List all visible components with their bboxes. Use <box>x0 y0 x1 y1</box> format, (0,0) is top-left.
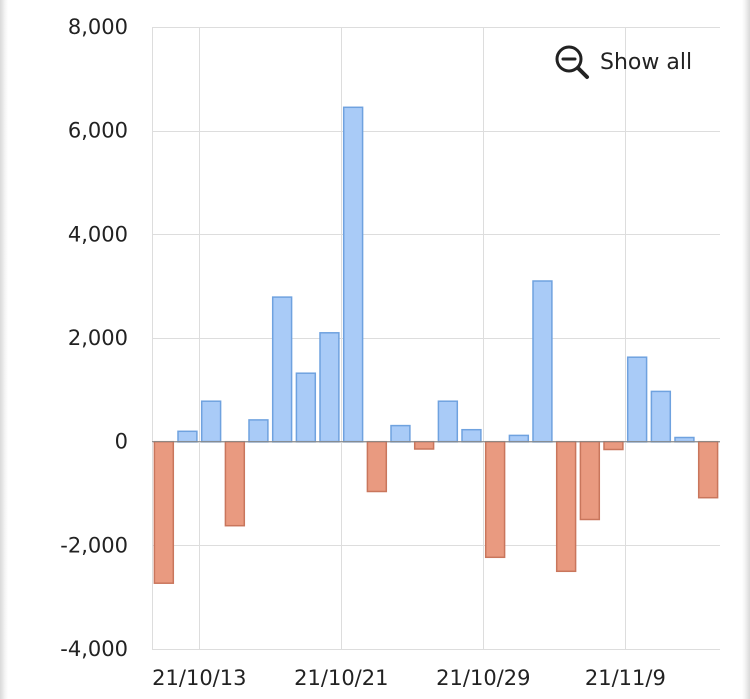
y-axis-tick-labels: -4,000 -2,000 0 2,000 4,000 6,000 8,000 <box>60 15 128 661</box>
show-all-label: Show all <box>600 49 693 75</box>
bar-7[interactable] <box>319 332 340 443</box>
bar-12[interactable] <box>437 400 459 443</box>
show-all-button[interactable]: Show all <box>554 44 692 80</box>
bar-22[interactable] <box>674 436 695 443</box>
bar-3[interactable] <box>224 440 246 527</box>
y-tick-label: 0 <box>115 430 128 454</box>
y-tick-label: 2,000 <box>68 326 128 350</box>
horizontal-gridlines <box>152 27 720 650</box>
bar-11[interactable] <box>413 440 435 450</box>
x-tick-label: 21/10/21 <box>294 666 388 690</box>
bar-23[interactable] <box>697 440 719 499</box>
y-tick-label: 8,000 <box>68 15 128 39</box>
bar-0[interactable] <box>153 440 175 584</box>
y-tick-label: 4,000 <box>68 222 128 246</box>
bar-18[interactable] <box>579 440 601 521</box>
bar-8[interactable] <box>342 106 364 443</box>
y-tick-label: -2,000 <box>60 533 128 557</box>
y-tick-label: 6,000 <box>68 119 128 143</box>
zoom-out-icon <box>555 45 589 79</box>
bar-21[interactable] <box>650 390 672 443</box>
bar-2[interactable] <box>200 400 222 443</box>
bar-6[interactable] <box>295 372 317 443</box>
right-frame-edge <box>742 0 750 699</box>
bar-9[interactable] <box>366 440 388 493</box>
bar-13[interactable] <box>461 428 482 443</box>
y-tick-label: -4,000 <box>60 637 128 661</box>
x-axis-tick-labels: 21/10/13 21/10/21 21/10/29 21/11/9 <box>152 666 666 690</box>
bars <box>152 106 720 584</box>
bar-1[interactable] <box>177 430 198 443</box>
x-tick-label: 21/11/9 <box>585 666 666 690</box>
bar-14[interactable] <box>484 440 506 559</box>
vertical-gridlines <box>199 27 626 649</box>
bar-4[interactable] <box>248 419 269 443</box>
bar-17[interactable] <box>555 440 577 573</box>
bar-20[interactable] <box>626 356 648 443</box>
bar-10[interactable] <box>390 424 411 443</box>
left-frame-edge <box>0 0 8 699</box>
bar-16[interactable] <box>532 280 553 443</box>
x-tick-label: 21/10/13 <box>152 666 246 690</box>
bar-15[interactable] <box>508 434 530 443</box>
bar-19[interactable] <box>603 440 624 451</box>
x-tick-label: 21/10/29 <box>436 666 530 690</box>
bar-5[interactable] <box>271 296 293 443</box>
